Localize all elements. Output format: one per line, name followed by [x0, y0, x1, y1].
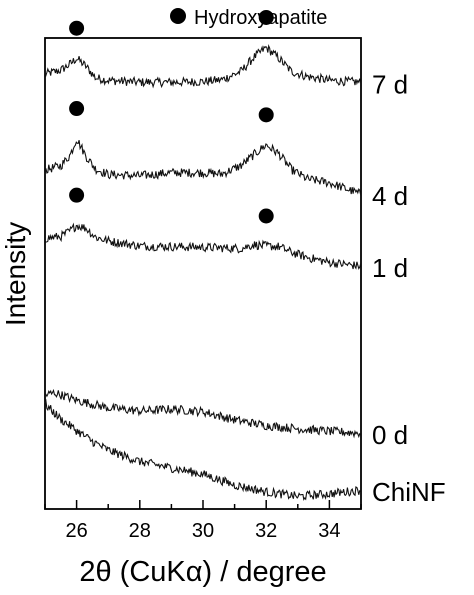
series-line-1-d: [44, 222, 362, 270]
series-layer: [44, 43, 362, 501]
legend-marker-icon: [170, 8, 186, 24]
x-axis-label: 2θ (CuKα) / degree: [79, 556, 326, 588]
series-line-7-d: [44, 43, 362, 89]
hydroxyapatite-marker: [258, 208, 274, 224]
series-label: 0 d: [372, 420, 408, 450]
series-labels: 7 d 4 d 1 d 0 d ChiNF: [372, 69, 446, 507]
series-label: 7 d: [372, 69, 408, 99]
hydroxyapatite-marker: [258, 107, 274, 123]
hydroxyapatite-marker: [69, 20, 85, 36]
plot-frame: [44, 37, 362, 510]
plot-axes: [44, 37, 362, 510]
legend: Hydroxyapatite: [170, 7, 327, 29]
series-line-0-d: [44, 388, 362, 439]
series-label: ChiNF: [372, 477, 446, 507]
y-axis-label: Intensity: [0, 222, 31, 326]
markers-layer: [69, 9, 274, 224]
hydroxyapatite-marker: [69, 187, 85, 203]
hydroxyapatite-marker: [258, 9, 274, 25]
x-tick-label: 28: [129, 520, 151, 542]
series-line-chinf: [44, 398, 361, 501]
series-label: 1 d: [372, 253, 408, 283]
x-tick-label: 32: [255, 520, 277, 542]
x-tick-label: 30: [192, 520, 214, 542]
hydroxyapatite-marker: [69, 101, 85, 117]
x-ticks: 26 28 30 32 34: [44, 500, 362, 542]
series-line-4-d: [44, 140, 362, 196]
x-tick-label: 26: [65, 520, 87, 542]
x-tick-label: 34: [318, 520, 340, 542]
series-label: 4 d: [372, 181, 408, 211]
